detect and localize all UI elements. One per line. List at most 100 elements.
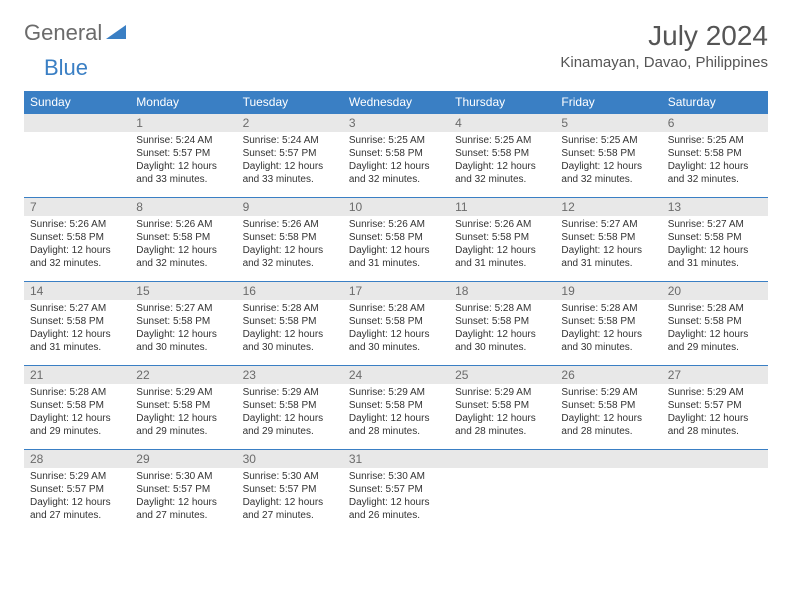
day-number: 5 xyxy=(555,114,661,132)
day-number: 8 xyxy=(130,198,236,216)
calendar-week-row: 14Sunrise: 5:27 AMSunset: 5:58 PMDayligh… xyxy=(24,282,768,366)
calendar-day-cell: 30Sunrise: 5:30 AMSunset: 5:57 PMDayligh… xyxy=(237,450,343,534)
day-detail: Sunrise: 5:29 AMSunset: 5:57 PMDaylight:… xyxy=(662,384,768,442)
logo-text-general: General xyxy=(24,20,102,46)
day-number-empty xyxy=(449,450,555,468)
calendar-day-cell: 28Sunrise: 5:29 AMSunset: 5:57 PMDayligh… xyxy=(24,450,130,534)
day-detail: Sunrise: 5:28 AMSunset: 5:58 PMDaylight:… xyxy=(449,300,555,358)
day-detail: Sunrise: 5:26 AMSunset: 5:58 PMDaylight:… xyxy=(237,216,343,274)
weekday-header: Friday xyxy=(555,91,661,114)
calendar-day-cell: 18Sunrise: 5:28 AMSunset: 5:58 PMDayligh… xyxy=(449,282,555,366)
day-detail: Sunrise: 5:29 AMSunset: 5:58 PMDaylight:… xyxy=(449,384,555,442)
day-number: 9 xyxy=(237,198,343,216)
title-block: July 2024 Kinamayan, Davao, Philippines xyxy=(560,20,768,71)
calendar-day-cell: 10Sunrise: 5:26 AMSunset: 5:58 PMDayligh… xyxy=(343,198,449,282)
day-detail: Sunrise: 5:26 AMSunset: 5:58 PMDaylight:… xyxy=(343,216,449,274)
day-detail: Sunrise: 5:29 AMSunset: 5:58 PMDaylight:… xyxy=(555,384,661,442)
day-number-empty xyxy=(662,450,768,468)
weekday-header: Monday xyxy=(130,91,236,114)
day-number: 16 xyxy=(237,282,343,300)
calendar-day-cell: 6Sunrise: 5:25 AMSunset: 5:58 PMDaylight… xyxy=(662,114,768,198)
day-detail: Sunrise: 5:26 AMSunset: 5:58 PMDaylight:… xyxy=(130,216,236,274)
day-detail: Sunrise: 5:27 AMSunset: 5:58 PMDaylight:… xyxy=(662,216,768,274)
calendar-day-cell: 5Sunrise: 5:25 AMSunset: 5:58 PMDaylight… xyxy=(555,114,661,198)
day-number: 7 xyxy=(24,198,130,216)
day-detail: Sunrise: 5:26 AMSunset: 5:58 PMDaylight:… xyxy=(449,216,555,274)
calendar-day-cell: 7Sunrise: 5:26 AMSunset: 5:58 PMDaylight… xyxy=(24,198,130,282)
weekday-header: Tuesday xyxy=(237,91,343,114)
calendar-table: SundayMondayTuesdayWednesdayThursdayFrid… xyxy=(24,91,768,534)
day-number: 10 xyxy=(343,198,449,216)
day-number: 17 xyxy=(343,282,449,300)
calendar-day-cell xyxy=(662,450,768,534)
day-detail: Sunrise: 5:29 AMSunset: 5:58 PMDaylight:… xyxy=(343,384,449,442)
logo: General xyxy=(24,20,128,46)
day-detail: Sunrise: 5:27 AMSunset: 5:58 PMDaylight:… xyxy=(555,216,661,274)
weekday-header: Sunday xyxy=(24,91,130,114)
calendar-week-row: 28Sunrise: 5:29 AMSunset: 5:57 PMDayligh… xyxy=(24,450,768,534)
day-number-empty xyxy=(555,450,661,468)
calendar-day-cell: 24Sunrise: 5:29 AMSunset: 5:58 PMDayligh… xyxy=(343,366,449,450)
day-number: 29 xyxy=(130,450,236,468)
day-detail: Sunrise: 5:28 AMSunset: 5:58 PMDaylight:… xyxy=(555,300,661,358)
day-detail: Sunrise: 5:25 AMSunset: 5:58 PMDaylight:… xyxy=(555,132,661,190)
logo-text-blue: Blue xyxy=(44,55,88,80)
day-number: 24 xyxy=(343,366,449,384)
day-detail: Sunrise: 5:30 AMSunset: 5:57 PMDaylight:… xyxy=(130,468,236,526)
day-number: 12 xyxy=(555,198,661,216)
calendar-day-cell xyxy=(555,450,661,534)
day-detail: Sunrise: 5:28 AMSunset: 5:58 PMDaylight:… xyxy=(237,300,343,358)
calendar-day-cell: 14Sunrise: 5:27 AMSunset: 5:58 PMDayligh… xyxy=(24,282,130,366)
day-number: 22 xyxy=(130,366,236,384)
day-detail: Sunrise: 5:24 AMSunset: 5:57 PMDaylight:… xyxy=(237,132,343,190)
calendar-day-cell: 23Sunrise: 5:29 AMSunset: 5:58 PMDayligh… xyxy=(237,366,343,450)
calendar-day-cell: 16Sunrise: 5:28 AMSunset: 5:58 PMDayligh… xyxy=(237,282,343,366)
day-number: 14 xyxy=(24,282,130,300)
calendar-day-cell xyxy=(24,114,130,198)
day-detail: Sunrise: 5:28 AMSunset: 5:58 PMDaylight:… xyxy=(662,300,768,358)
weekday-header: Wednesday xyxy=(343,91,449,114)
calendar-day-cell: 31Sunrise: 5:30 AMSunset: 5:57 PMDayligh… xyxy=(343,450,449,534)
calendar-day-cell: 15Sunrise: 5:27 AMSunset: 5:58 PMDayligh… xyxy=(130,282,236,366)
day-detail: Sunrise: 5:25 AMSunset: 5:58 PMDaylight:… xyxy=(449,132,555,190)
day-number: 18 xyxy=(449,282,555,300)
day-number: 15 xyxy=(130,282,236,300)
day-number: 3 xyxy=(343,114,449,132)
calendar-day-cell: 8Sunrise: 5:26 AMSunset: 5:58 PMDaylight… xyxy=(130,198,236,282)
calendar-day-cell: 19Sunrise: 5:28 AMSunset: 5:58 PMDayligh… xyxy=(555,282,661,366)
calendar-day-cell: 9Sunrise: 5:26 AMSunset: 5:58 PMDaylight… xyxy=(237,198,343,282)
day-detail: Sunrise: 5:29 AMSunset: 5:58 PMDaylight:… xyxy=(237,384,343,442)
logo-triangle-icon xyxy=(106,23,126,44)
day-detail: Sunrise: 5:27 AMSunset: 5:58 PMDaylight:… xyxy=(24,300,130,358)
calendar-day-cell: 1Sunrise: 5:24 AMSunset: 5:57 PMDaylight… xyxy=(130,114,236,198)
calendar-day-cell: 22Sunrise: 5:29 AMSunset: 5:58 PMDayligh… xyxy=(130,366,236,450)
calendar-day-cell: 4Sunrise: 5:25 AMSunset: 5:58 PMDaylight… xyxy=(449,114,555,198)
day-detail: Sunrise: 5:29 AMSunset: 5:58 PMDaylight:… xyxy=(130,384,236,442)
calendar-day-cell: 12Sunrise: 5:27 AMSunset: 5:58 PMDayligh… xyxy=(555,198,661,282)
calendar-day-cell: 29Sunrise: 5:30 AMSunset: 5:57 PMDayligh… xyxy=(130,450,236,534)
calendar-day-cell: 2Sunrise: 5:24 AMSunset: 5:57 PMDaylight… xyxy=(237,114,343,198)
weekday-header: Saturday xyxy=(662,91,768,114)
day-number: 25 xyxy=(449,366,555,384)
day-number: 30 xyxy=(237,450,343,468)
calendar-day-cell xyxy=(449,450,555,534)
day-number-empty xyxy=(24,114,130,132)
day-detail: Sunrise: 5:26 AMSunset: 5:58 PMDaylight:… xyxy=(24,216,130,274)
day-number: 27 xyxy=(662,366,768,384)
day-number: 4 xyxy=(449,114,555,132)
day-number: 19 xyxy=(555,282,661,300)
day-detail: Sunrise: 5:25 AMSunset: 5:58 PMDaylight:… xyxy=(662,132,768,190)
calendar-week-row: 7Sunrise: 5:26 AMSunset: 5:58 PMDaylight… xyxy=(24,198,768,282)
day-detail: Sunrise: 5:28 AMSunset: 5:58 PMDaylight:… xyxy=(24,384,130,442)
day-number: 21 xyxy=(24,366,130,384)
calendar-day-cell: 3Sunrise: 5:25 AMSunset: 5:58 PMDaylight… xyxy=(343,114,449,198)
day-detail: Sunrise: 5:29 AMSunset: 5:57 PMDaylight:… xyxy=(24,468,130,526)
day-number: 2 xyxy=(237,114,343,132)
calendar-day-cell: 11Sunrise: 5:26 AMSunset: 5:58 PMDayligh… xyxy=(449,198,555,282)
calendar-week-row: 1Sunrise: 5:24 AMSunset: 5:57 PMDaylight… xyxy=(24,114,768,198)
weekday-header: Thursday xyxy=(449,91,555,114)
day-number: 11 xyxy=(449,198,555,216)
day-number: 20 xyxy=(662,282,768,300)
calendar-day-cell: 17Sunrise: 5:28 AMSunset: 5:58 PMDayligh… xyxy=(343,282,449,366)
day-detail: Sunrise: 5:25 AMSunset: 5:58 PMDaylight:… xyxy=(343,132,449,190)
